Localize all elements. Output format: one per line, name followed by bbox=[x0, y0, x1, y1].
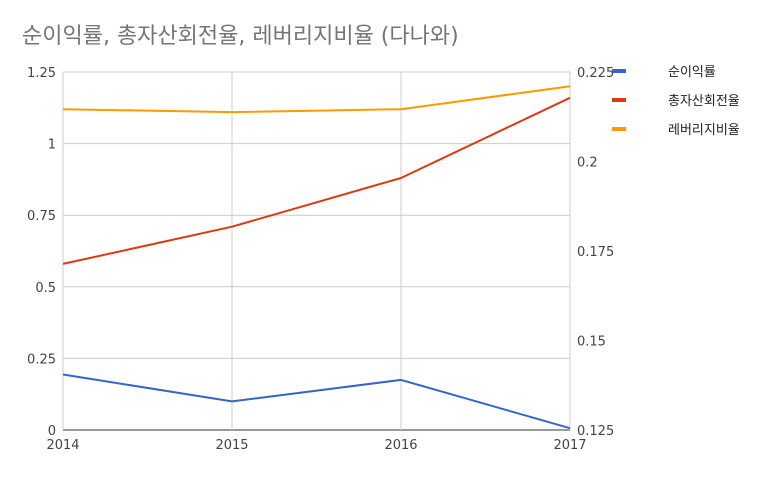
legend-label: 레버리지비율 bbox=[668, 123, 740, 138]
right-axis-tick-label: 0.175 bbox=[577, 245, 614, 260]
left-axis-tick-label: 0 bbox=[48, 424, 56, 439]
legend-swatch bbox=[612, 127, 626, 131]
left-axis-tick-label: 0.25 bbox=[27, 352, 56, 367]
left-axis-ticks: 0 0.25 0.5 0.75 1 1.25 bbox=[27, 66, 56, 439]
right-axis-tick-label: 0.225 bbox=[577, 66, 614, 81]
x-axis-tick-label: 2015 bbox=[215, 438, 248, 453]
left-axis-tick-label: 1.25 bbox=[27, 66, 56, 81]
x-axis-tick-label: 2014 bbox=[46, 438, 79, 453]
left-axis-tick-label: 0.5 bbox=[35, 281, 56, 296]
legend-label: 순이익률 bbox=[668, 65, 716, 80]
series-lines bbox=[62, 85, 571, 430]
left-axis-tick-label: 0.75 bbox=[27, 209, 56, 224]
left-axis-tick-label: 1 bbox=[48, 138, 56, 153]
legend-label: 총자산회전율 bbox=[668, 94, 740, 109]
series-line-레버리지비율 bbox=[62, 85, 571, 114]
right-axis-tick-label: 0.125 bbox=[577, 424, 614, 439]
series-line-총자산회전율 bbox=[62, 96, 571, 265]
legend-swatch bbox=[612, 69, 626, 73]
legend-swatch bbox=[612, 98, 626, 102]
right-axis-ticks: 0.125 0.15 0.175 0.2 0.225 bbox=[577, 66, 614, 439]
right-axis-tick-label: 0.15 bbox=[577, 335, 606, 350]
right-axis-tick-label: 0.2 bbox=[577, 156, 598, 171]
gridlines bbox=[62, 71, 571, 431]
x-axis-tick-label: 2017 bbox=[553, 438, 586, 453]
series-line-순이익률 bbox=[62, 373, 571, 430]
x-axis-tick-label: 2016 bbox=[384, 438, 417, 453]
x-axis-ticks: 2014 2015 2016 2017 bbox=[46, 438, 586, 453]
chart-title: 순이익률, 총자산회전율, 레버리지비율 (다나와) bbox=[22, 24, 459, 49]
